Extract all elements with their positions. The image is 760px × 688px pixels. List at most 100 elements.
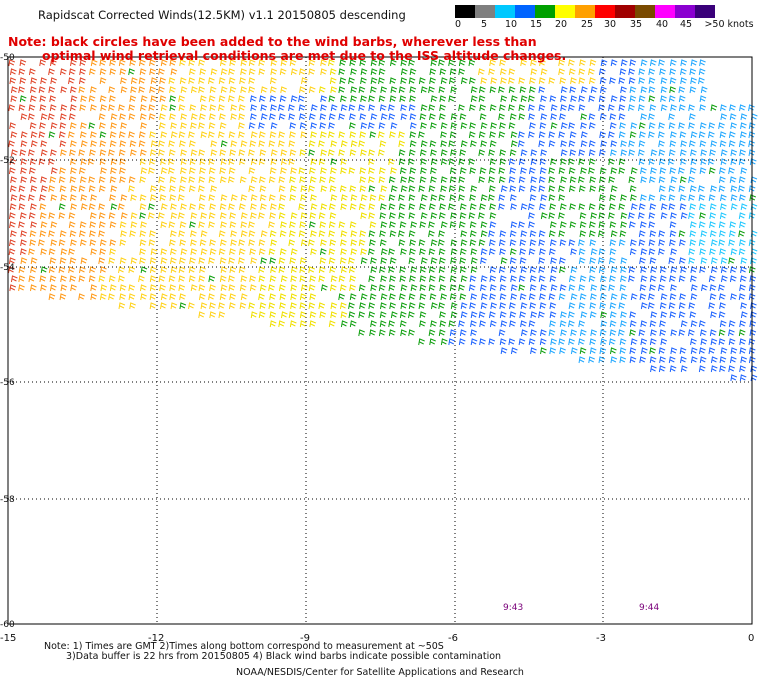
wind-barb: [30, 176, 37, 184]
wind-barb: [509, 167, 517, 175]
wind-barb: [590, 329, 598, 337]
wind-barb: [98, 257, 105, 265]
wind-barb: [158, 86, 165, 94]
wind-barb: [719, 248, 726, 256]
wind-barb: [10, 86, 18, 94]
wind-barb: [180, 167, 187, 175]
wind-barb: [160, 167, 168, 175]
wind-barb: [79, 68, 86, 76]
wind-barb: [428, 248, 436, 256]
wind-barb: [388, 158, 395, 166]
wind-barb: [290, 68, 298, 76]
wind-barb: [499, 338, 507, 346]
wind-barb: [720, 158, 728, 166]
wind-barb: [309, 293, 317, 301]
wind-barb: [10, 176, 17, 184]
wind-barb: [459, 167, 467, 175]
wind-barb: [749, 320, 757, 328]
wind-barb: [428, 221, 435, 229]
wind-barb: [568, 338, 575, 346]
wind-barb: [500, 77, 507, 85]
wind-barb: [310, 194, 317, 202]
wind-barb: [700, 338, 708, 346]
wind-barb: [140, 293, 147, 301]
wind-barb: [59, 185, 67, 193]
wind-barb: [520, 230, 528, 238]
wind-barb: [479, 320, 486, 328]
wind-barb: [650, 329, 657, 337]
wind-barb: [380, 293, 388, 301]
wind-barb: [568, 140, 576, 148]
wind-barb: [708, 347, 716, 355]
wind-barb: [618, 302, 626, 310]
wind-barb: [590, 293, 597, 301]
wind-barb: [89, 239, 97, 247]
wind-barb: [668, 356, 676, 364]
wind-barb: [9, 77, 17, 85]
wind-barb: [169, 257, 177, 265]
wind-barb: [139, 239, 147, 247]
wind-barb: [228, 275, 235, 283]
wind-barb: [550, 158, 557, 166]
wind-barb: [178, 212, 185, 220]
wind-barb: [660, 212, 668, 220]
wind-barb: [728, 338, 736, 346]
wind-barb: [40, 266, 48, 274]
wind-barb: [130, 212, 138, 220]
wind-barb: [719, 302, 726, 310]
wind-barb: [629, 347, 637, 355]
wind-barb: [128, 113, 136, 121]
wind-barb: [178, 230, 186, 238]
wind-barb: [18, 203, 26, 211]
wind-barb: [229, 149, 237, 157]
wind-barb: [560, 149, 568, 157]
wind-barb: [610, 167, 618, 175]
wind-barb: [458, 221, 466, 229]
wind-barb: [558, 230, 566, 238]
wind-barb: [159, 302, 167, 310]
wind-barb: [328, 230, 336, 238]
wind-barb: [28, 104, 36, 112]
wind-barb: [518, 131, 525, 139]
wind-barb: [109, 176, 117, 184]
wind-barb: [118, 149, 126, 157]
wind-barb: [540, 347, 547, 355]
wind-barb: [240, 221, 248, 229]
wind-barb: [378, 77, 385, 85]
wind-barb: [360, 257, 368, 265]
wind-barb: [530, 347, 537, 355]
wind-barb: [540, 113, 548, 121]
wind-barb: [469, 203, 477, 211]
wind-barb: [440, 158, 448, 166]
wind-barb: [710, 140, 718, 148]
wind-barb: [669, 59, 677, 67]
wind-barb: [299, 122, 307, 130]
wind-barb: [99, 131, 107, 139]
wind-barb: [609, 302, 617, 310]
wind-barb: [420, 122, 427, 130]
wind-barb: [400, 113, 408, 121]
wind-barb: [328, 221, 336, 229]
legend-label: 0: [454, 19, 462, 30]
wind-barb: [149, 275, 157, 283]
wind-barb: [378, 59, 386, 67]
wind-barb: [439, 320, 447, 328]
wind-barb: [188, 302, 195, 310]
wind-barb: [470, 293, 478, 301]
wind-barb: [679, 203, 687, 211]
wind-barb: [108, 275, 116, 283]
wind-barb: [600, 338, 607, 346]
wind-barb: [469, 302, 476, 310]
wind-barb: [620, 266, 627, 274]
wind-barb: [329, 185, 337, 193]
wind-barb: [440, 185, 448, 193]
wind-barb: [700, 329, 707, 337]
wind-barb: [709, 203, 717, 211]
wind-barb: [740, 266, 747, 274]
wind-barb: [188, 176, 196, 184]
wind-barb: [299, 113, 306, 121]
wind-barb: [230, 140, 238, 148]
wind-barb: [170, 131, 178, 139]
wind-barb: [198, 149, 206, 157]
wind-barb: [648, 122, 656, 130]
